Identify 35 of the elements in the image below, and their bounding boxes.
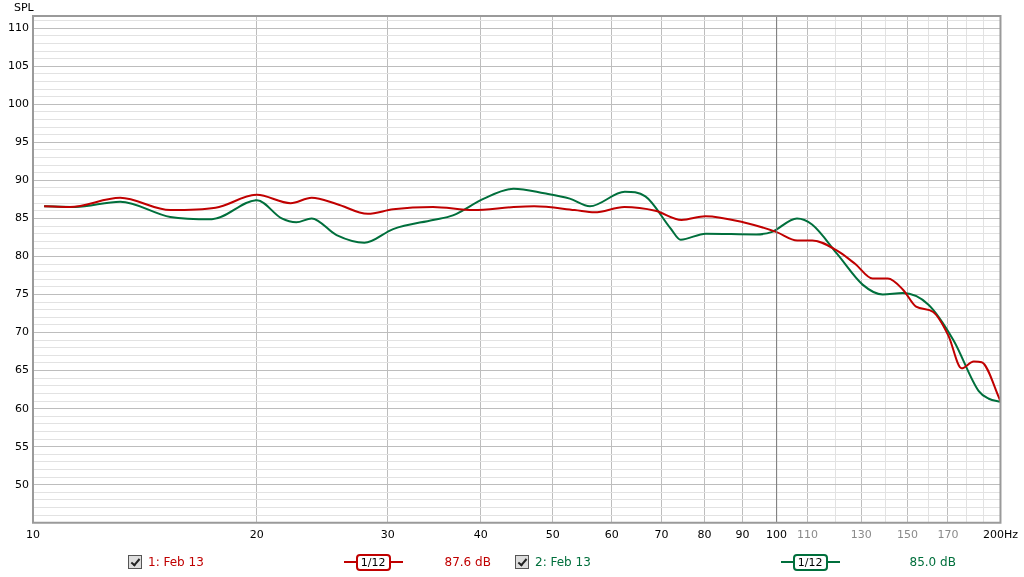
y-tick-label: 90 xyxy=(15,173,29,187)
x-tick-label: 30 xyxy=(380,528,395,542)
x-tick-label: 40 xyxy=(473,528,488,542)
x-tick-label: 170 xyxy=(937,528,959,542)
y-tick-label: 50 xyxy=(15,477,29,491)
x-tick-label: 20 xyxy=(249,528,264,542)
text: 1/12 xyxy=(792,553,828,571)
x-tick-label: 110 xyxy=(796,528,818,542)
text: 1/12 xyxy=(355,553,391,571)
y-axis-title: SPL xyxy=(14,1,34,14)
x-tick-label: 50 xyxy=(545,528,560,542)
x-tick-label: 80 xyxy=(697,528,712,542)
y-tick-label: 65 xyxy=(15,363,29,377)
y-tick-label: 110 xyxy=(8,21,29,35)
y-tick-label: 95 xyxy=(15,135,29,149)
text: 1: Feb 13 xyxy=(148,555,204,569)
x-tick-label: 150 xyxy=(897,528,919,542)
x-tick-label: 60 xyxy=(604,528,619,542)
x-tick-label: 70 xyxy=(654,528,669,542)
x-tick-label: 130 xyxy=(850,528,872,542)
y-tick-label: 70 xyxy=(15,325,29,339)
y-tick-label: 55 xyxy=(15,439,29,453)
text: 87.6 dB xyxy=(444,555,491,569)
text: 2: Feb 13 xyxy=(535,555,591,569)
x-tick-label: 90 xyxy=(735,528,750,542)
y-tick-label: 105 xyxy=(8,59,29,73)
y-tick-label: 100 xyxy=(8,97,29,111)
x-tick-label: 10 xyxy=(26,528,40,542)
y-tick-label: 60 xyxy=(15,401,29,415)
text: 85.0 dB xyxy=(909,555,956,569)
y-tick-label: 85 xyxy=(15,211,29,225)
x-tick-label: 200Hz xyxy=(982,528,1019,542)
y-tick-label: 80 xyxy=(15,249,29,263)
x-tick-label: 100 xyxy=(766,528,788,542)
y-tick-label: 75 xyxy=(15,287,29,301)
